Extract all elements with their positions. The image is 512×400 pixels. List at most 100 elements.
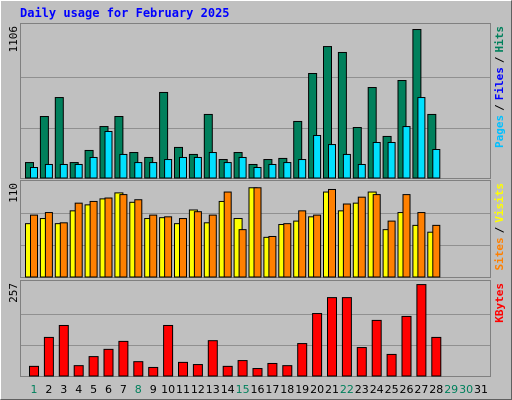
bar — [268, 235, 277, 278]
bar — [54, 97, 64, 179]
bar — [293, 120, 303, 179]
bar — [371, 319, 382, 377]
x-tick-label: 3 — [60, 383, 67, 396]
bar — [282, 365, 293, 377]
bar — [356, 347, 367, 377]
bar — [367, 87, 377, 179]
separator: / — [493, 104, 506, 111]
bar — [104, 130, 113, 179]
bar — [59, 222, 68, 278]
bar — [39, 116, 49, 179]
bar — [119, 194, 128, 278]
x-tick-label: 6 — [105, 383, 112, 396]
bar — [238, 229, 247, 278]
bar — [386, 353, 397, 377]
bar — [267, 362, 278, 377]
x-tick-label: 23 — [355, 383, 369, 396]
bar — [163, 324, 174, 377]
bar — [88, 356, 99, 377]
x-tick-label: 16 — [251, 383, 265, 396]
bar — [118, 340, 129, 377]
panel — [20, 280, 491, 377]
bar — [30, 214, 38, 278]
axis-label-part: Files — [493, 67, 506, 100]
bar — [417, 97, 426, 179]
bar — [283, 162, 292, 179]
separator: / — [493, 56, 506, 63]
axis-label: KBytes — [493, 283, 506, 323]
x-tick-label: 28 — [429, 383, 443, 396]
bar — [73, 365, 84, 377]
bar — [352, 127, 362, 179]
bar — [268, 163, 277, 179]
x-tick-label: 18 — [280, 383, 294, 396]
x-tick-label: 9 — [150, 383, 157, 396]
x-tick-label: 4 — [75, 383, 82, 396]
bar — [193, 156, 202, 179]
bar — [30, 167, 38, 179]
bar — [208, 214, 217, 278]
bar — [44, 212, 53, 278]
axis-label-part: Sites — [493, 237, 506, 270]
x-tick-label: 1 — [31, 383, 38, 396]
bar — [357, 196, 366, 278]
x-tick-label: 26 — [400, 383, 414, 396]
bar — [298, 210, 307, 278]
bar — [308, 73, 318, 179]
bar — [432, 149, 441, 179]
bar — [159, 91, 169, 179]
bar — [208, 152, 217, 179]
bar — [43, 336, 54, 377]
x-tick-label: 12 — [191, 383, 205, 396]
bar — [58, 324, 69, 377]
bar — [134, 199, 143, 278]
x-tick-label: 25 — [385, 383, 399, 396]
y-tick-label: 110 — [7, 183, 20, 203]
x-tick-label: 20 — [310, 383, 324, 396]
bar — [417, 212, 426, 278]
x-tick-label: 11 — [176, 383, 190, 396]
bar — [357, 163, 366, 179]
bar — [238, 156, 247, 179]
bar — [74, 202, 83, 278]
bar — [74, 163, 83, 179]
bar — [203, 113, 213, 179]
chart-title: Daily usage for February 2025 — [20, 6, 230, 20]
bar — [89, 156, 98, 179]
bar — [342, 203, 351, 278]
bar — [59, 163, 68, 179]
bar — [149, 214, 158, 278]
bar — [207, 340, 218, 377]
bar — [328, 188, 336, 278]
bar — [253, 167, 262, 179]
bar — [297, 343, 308, 377]
bar — [134, 162, 143, 179]
x-tick-label: 14 — [221, 383, 235, 396]
bar — [178, 361, 188, 377]
bar — [342, 153, 351, 179]
bar — [44, 163, 53, 179]
bar — [119, 153, 128, 179]
bar — [372, 194, 381, 278]
bar — [283, 223, 292, 278]
x-tick-label: 19 — [295, 383, 309, 396]
bar — [148, 366, 159, 377]
bar — [328, 144, 336, 179]
bar — [133, 361, 144, 377]
bar — [312, 313, 323, 377]
bar — [164, 159, 173, 179]
axis-label-part: KBytes — [493, 283, 506, 323]
y-tick-label: 1106 — [7, 26, 20, 53]
x-tick-label: 27 — [414, 383, 428, 396]
x-tick-label: 7 — [120, 383, 127, 396]
bar — [402, 194, 411, 278]
separator: / — [493, 226, 506, 233]
bar — [416, 284, 427, 377]
bar — [323, 46, 332, 179]
bar — [103, 348, 114, 377]
x-tick-label: 24 — [370, 383, 384, 396]
bar — [223, 191, 232, 278]
bar — [104, 197, 113, 278]
bar — [192, 364, 203, 377]
